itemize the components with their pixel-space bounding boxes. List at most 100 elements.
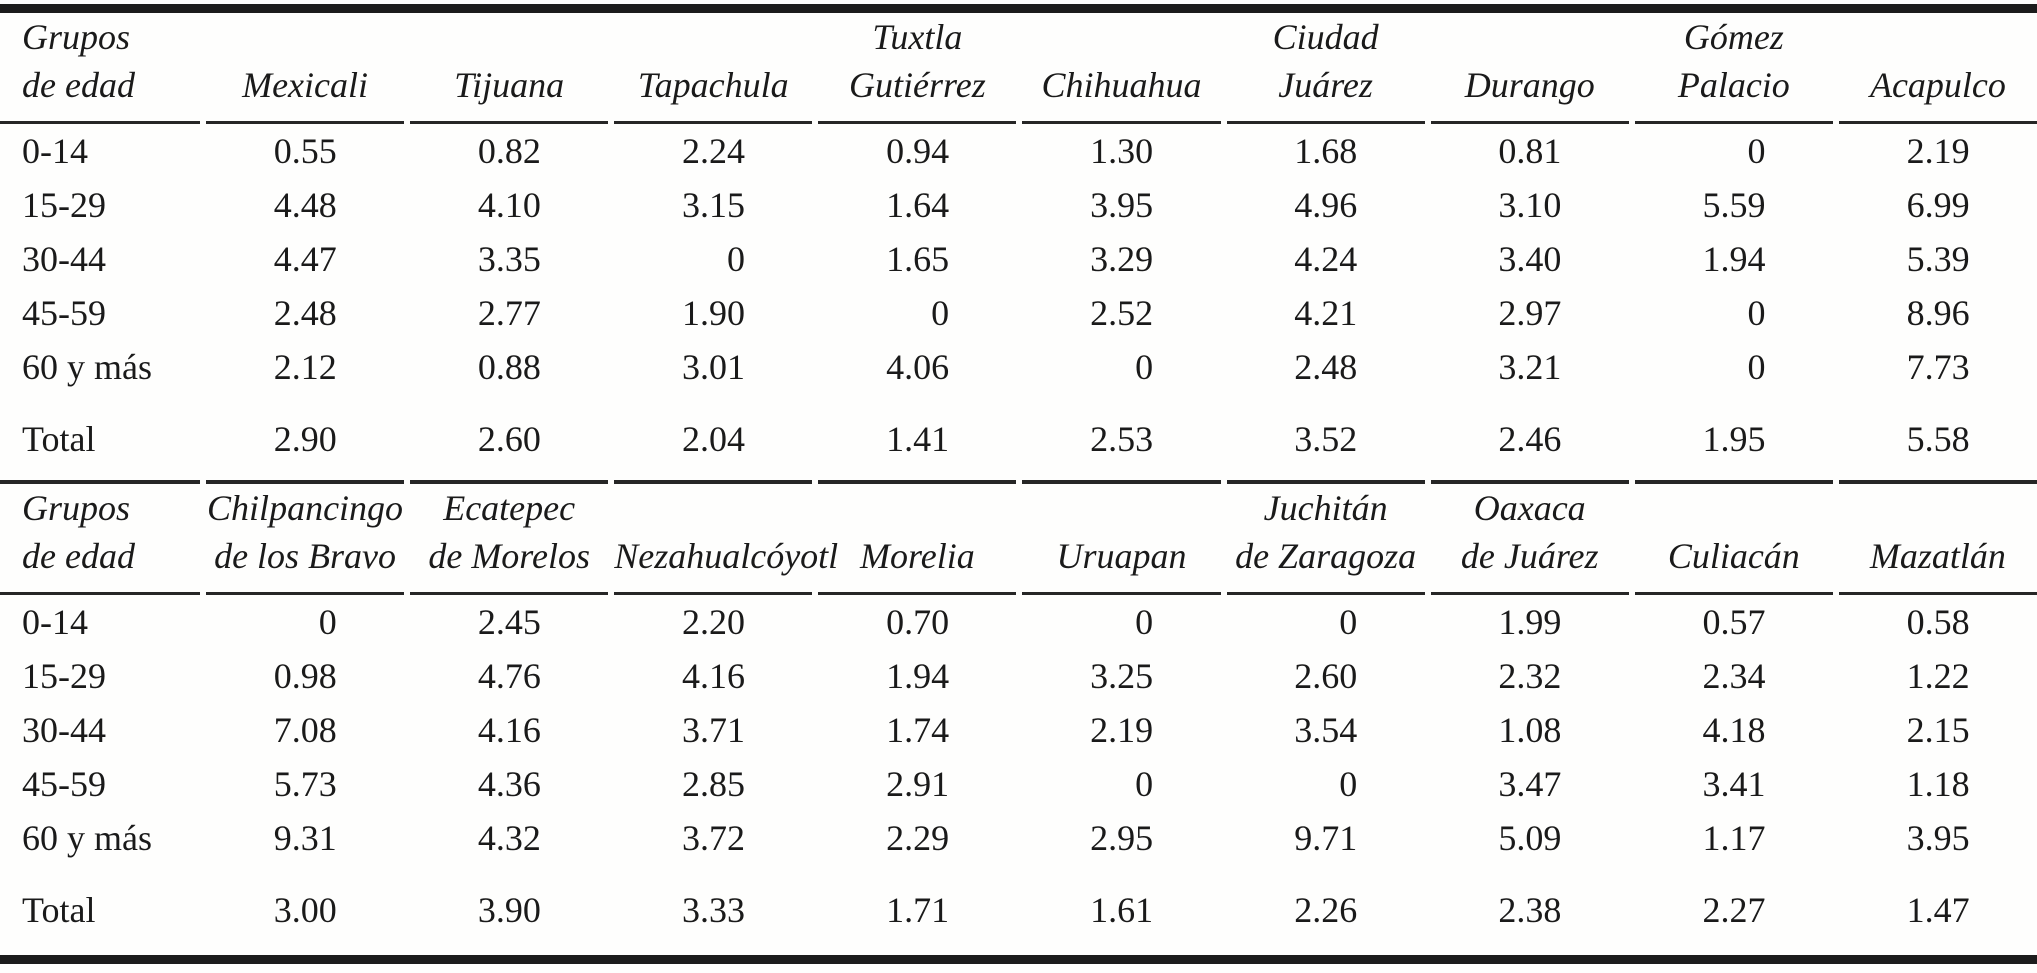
row-label: Total <box>22 890 96 930</box>
age-city-table-1: Grupos de edad Mexicali Tijuana Tapachula Tux… <box>0 13 2037 466</box>
value-cell: 4.16 <box>614 649 812 703</box>
value-cell: 3.90 <box>410 865 608 937</box>
value-cell: 3.41 <box>1635 757 1833 811</box>
value-number: 4.76 <box>477 656 541 696</box>
value-cell: 2.20 <box>614 595 812 649</box>
value-number: 0 <box>726 239 745 279</box>
value-number: 3.29 <box>1090 239 1154 279</box>
value-number: 7.73 <box>1906 347 1970 387</box>
table-row: 0-14 0.55 0.82 2.24 0.94 1.30 1.68 0.81 0 2.19 <box>0 124 2037 178</box>
column-header-line: de Juárez <box>1460 536 1599 576</box>
column-header-city: Mazatlán <box>1838 480 2037 595</box>
value-number: 0.94 <box>886 131 950 171</box>
value-cell: 2.34 <box>1635 649 1833 703</box>
value-cell: 2.29 <box>818 811 1016 865</box>
value-number: 5.58 <box>1906 419 1970 459</box>
value-number: 0 <box>1135 764 1154 804</box>
value-number: 3.95 <box>1906 818 1970 858</box>
value-cell: 0 <box>1635 340 1833 394</box>
value-cell: 4.16 <box>410 703 608 757</box>
value-number: 5.09 <box>1498 818 1562 858</box>
value-number: 0 <box>1339 764 1358 804</box>
value-cell: 6.99 <box>1839 178 2037 232</box>
value-cell: 1.08 <box>1431 703 1629 757</box>
value-cell: 4.96 <box>1227 178 1425 232</box>
column-header-line: Mazatlán <box>1869 536 2006 576</box>
value-cell: 1.68 <box>1227 124 1425 178</box>
value-cell: 3.21 <box>1431 340 1629 394</box>
column-header-line: Juchitán <box>1263 488 1388 528</box>
value-cell: 1.94 <box>818 649 1016 703</box>
value-cell: 2.48 <box>1227 340 1425 394</box>
column-header-city: Gómez Palacio <box>1634 13 1833 124</box>
value-number: 3.01 <box>681 347 745 387</box>
value-number: 2.95 <box>1090 818 1154 858</box>
value-number: 0 <box>1339 602 1358 642</box>
value-number: 7.08 <box>273 710 337 750</box>
total-row: Total 2.90 2.60 2.04 1.41 2.53 3.52 2.46 1.95 5.5… <box>0 394 2037 466</box>
value-number: 0.70 <box>886 602 950 642</box>
value-cell: 1.94 <box>1635 232 1833 286</box>
value-number: 1.71 <box>886 890 950 930</box>
value-number: 3.52 <box>1294 419 1358 459</box>
value-cell: 2.95 <box>1022 811 1220 865</box>
value-cell: 5.09 <box>1431 811 1629 865</box>
value-cell: 2.45 <box>410 595 608 649</box>
column-header-city: Ecatepec de Morelos <box>410 480 609 595</box>
value-cell: 3.40 <box>1431 232 1629 286</box>
table-row: 15-29 0.98 4.76 4.16 1.94 3.25 2.60 2.32 2.34 1.2… <box>0 649 2037 703</box>
value-cell: 1.65 <box>818 232 1016 286</box>
total-row: Total 3.00 3.90 3.33 1.71 1.61 2.26 2.38 2.27 1.4… <box>0 865 2037 937</box>
row-label: 30-44 <box>22 710 106 750</box>
value-cell: 1.95 <box>1635 394 1833 466</box>
value-number: 0.81 <box>1498 131 1562 171</box>
value-number: 1.61 <box>1090 890 1154 930</box>
value-number: 2.52 <box>1090 293 1154 333</box>
value-number: 1.74 <box>886 710 950 750</box>
value-cell: 9.71 <box>1227 811 1425 865</box>
value-cell: 1.90 <box>614 286 812 340</box>
row-label: 15-29 <box>22 656 106 696</box>
column-header-line: de los Bravo <box>214 536 397 576</box>
value-cell: 2.53 <box>1022 394 1220 466</box>
value-cell: 5.39 <box>1839 232 2037 286</box>
value-number: 2.24 <box>681 131 745 171</box>
value-number: 2.32 <box>1498 656 1562 696</box>
column-header-line: Gutiérrez <box>849 65 986 105</box>
value-cell: 0.88 <box>410 340 608 394</box>
column-header-line: Uruapan <box>1056 536 1187 576</box>
value-number: 2.19 <box>1090 710 1154 750</box>
row-label: 45-59 <box>22 764 106 804</box>
stub-header-line: de edad <box>22 536 135 576</box>
value-cell: 1.71 <box>818 865 1016 937</box>
column-header-city: Ciudad Juárez <box>1226 13 1425 124</box>
value-number: 4.24 <box>1294 239 1358 279</box>
value-cell: 2.52 <box>1022 286 1220 340</box>
value-number: 3.25 <box>1090 656 1154 696</box>
table-row: 45-59 2.48 2.77 1.90 0 2.52 4.21 2.97 0 8.96 <box>0 286 2037 340</box>
column-header-city: Nezahualcóyotl <box>614 480 838 595</box>
value-number: 4.16 <box>477 710 541 750</box>
value-cell: 0 <box>818 286 1016 340</box>
row-label: 30-44 <box>22 239 106 279</box>
value-cell: 3.33 <box>614 865 812 937</box>
stub-header-age-groups: Grupos de edad <box>0 480 200 595</box>
value-cell: 2.19 <box>1839 124 2037 178</box>
value-number: 3.72 <box>681 818 745 858</box>
header-row: Grupos de edad Chilpancingo de los Bravo Eca… <box>0 480 2037 595</box>
value-cell: 2.90 <box>206 394 404 466</box>
top-rule <box>0 4 2037 13</box>
value-number: 2.29 <box>886 818 950 858</box>
value-cell: 1.18 <box>1839 757 2037 811</box>
value-cell: 3.54 <box>1227 703 1425 757</box>
value-cell: 0.82 <box>410 124 608 178</box>
value-cell: 0 <box>1022 340 1220 394</box>
value-number: 3.95 <box>1090 185 1154 225</box>
value-number: 1.22 <box>1906 656 1970 696</box>
value-number: 1.08 <box>1498 710 1562 750</box>
value-number: 2.26 <box>1294 890 1358 930</box>
value-cell: 0.98 <box>206 649 404 703</box>
value-number: 2.60 <box>477 419 541 459</box>
value-number: 4.10 <box>477 185 541 225</box>
value-cell: 1.47 <box>1839 865 2037 937</box>
